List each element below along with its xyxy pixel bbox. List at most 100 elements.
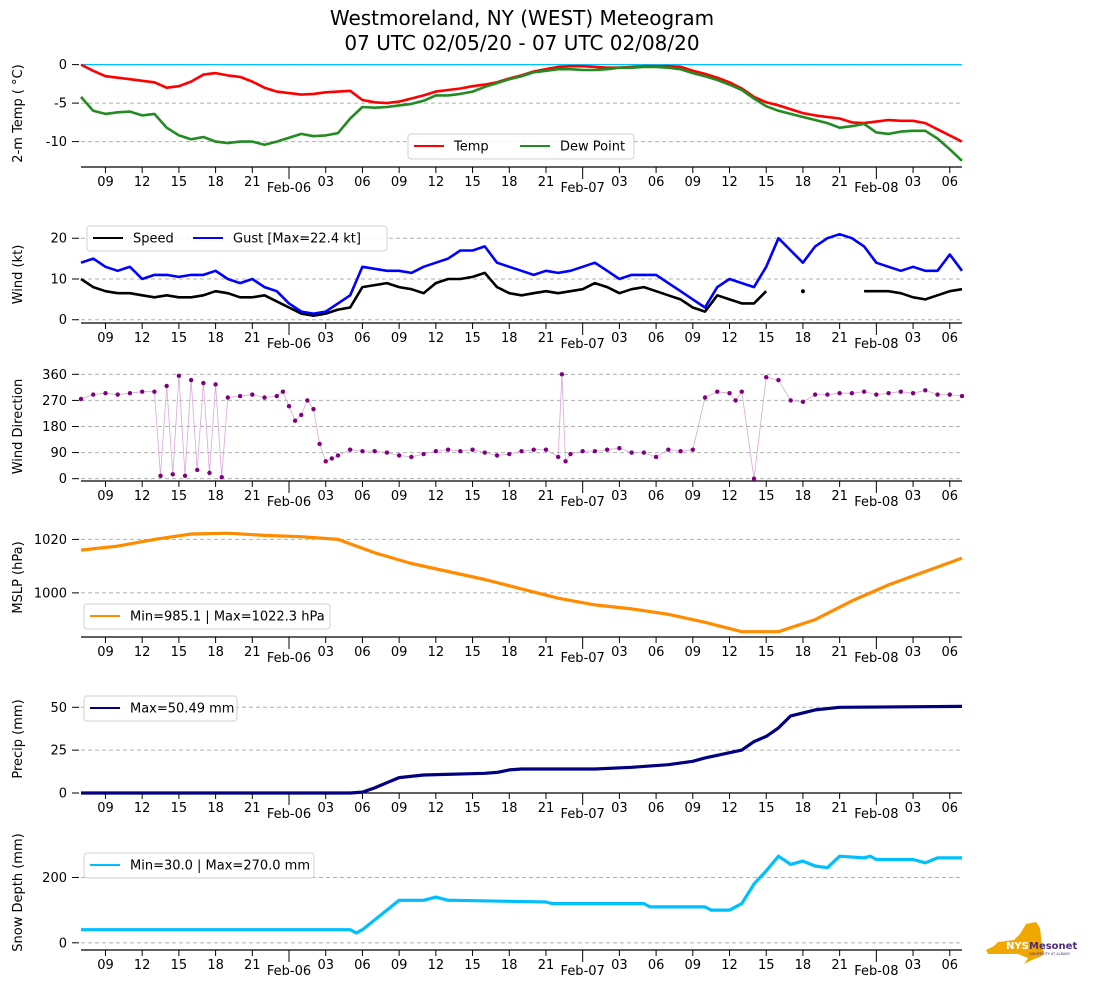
x-tick-label-temp: 21 xyxy=(831,175,848,190)
data-point-wind_direction xyxy=(458,448,463,454)
x-tick-label-wind_direction: 15 xyxy=(758,489,775,504)
x-tick-label-temp: 03 xyxy=(317,175,334,190)
y-tick-label-precip: 50 xyxy=(50,701,67,716)
y-axis-label-temp: 2-m Temp ( °C) xyxy=(11,64,26,162)
x-tick-label-snow_depth: 09 xyxy=(685,958,702,973)
x-tick-label-snow_depth: 12 xyxy=(134,958,151,973)
x-tick-label-wind_direction: 12 xyxy=(134,489,151,504)
x-tick-label-wind_direction: 06 xyxy=(941,489,958,504)
data-point-wind_direction xyxy=(372,448,377,454)
data-point-wind_direction xyxy=(812,392,818,397)
series-line-temp-1 xyxy=(80,65,963,162)
x-tick-label-temp: 12 xyxy=(134,175,151,190)
data-point-wind_direction xyxy=(482,450,487,455)
series-line-wind-0 xyxy=(80,271,963,317)
x-tick-label-snow_depth: 06 xyxy=(648,958,665,973)
data-point-wind_direction xyxy=(396,453,402,458)
logo-nys-text: NYS xyxy=(1006,941,1029,952)
x-tick-label-precip: 06 xyxy=(354,801,371,816)
x-tick-label-precip: 21 xyxy=(538,801,555,816)
x-tick-label-snow_depth: 03 xyxy=(317,958,334,973)
data-point-wind_direction xyxy=(433,448,439,454)
new-york-state-icon: NYS Mesonet UNIVERSITY AT ALBANY xyxy=(986,922,1077,964)
series-line-snow_depth xyxy=(81,854,962,935)
data-point-wind_direction xyxy=(152,389,157,394)
x-tick-label-snow_depth: 03 xyxy=(611,958,628,973)
y-tick-label-wind_direction: 90 xyxy=(50,446,67,461)
x-tick-label-wind: Feb-06 xyxy=(267,337,311,352)
data-point-wind_direction xyxy=(531,447,536,452)
x-tick-label-temp: 15 xyxy=(464,175,481,190)
data-point-wind_direction xyxy=(311,406,316,412)
x-tick-label-precip: 18 xyxy=(207,801,224,816)
x-tick-label-wind: 12 xyxy=(721,331,738,346)
legend-box-wind xyxy=(86,225,388,252)
x-tick-label-snow_depth: 03 xyxy=(905,958,922,973)
data-point-wind xyxy=(800,289,805,294)
series-line-mslp xyxy=(80,531,963,634)
data-point-wind_direction xyxy=(653,454,659,460)
data-point-wind_direction xyxy=(305,398,310,403)
x-tick-label-mslp: 06 xyxy=(354,645,371,660)
x-tick-label-precip: 12 xyxy=(134,801,151,816)
x-tick-label-snow_depth: 09 xyxy=(391,958,408,973)
x-tick-label-snow_depth: Feb-07 xyxy=(561,964,605,979)
data-point-wind_direction xyxy=(563,459,568,464)
data-point-wind_direction xyxy=(739,389,744,394)
y-tick-label-mslp: 1000 xyxy=(34,586,67,601)
x-tick-label-temp: 18 xyxy=(795,175,812,190)
data-point-wind_direction xyxy=(347,447,353,452)
x-tick-label-precip: 03 xyxy=(905,801,922,816)
x-tick-label-wind: 18 xyxy=(795,331,812,346)
x-tick-label-precip: 03 xyxy=(317,801,334,816)
x-tick-label-snow_depth: 15 xyxy=(171,958,188,973)
data-point-wind_direction xyxy=(543,447,549,452)
x-tick-label-precip: 18 xyxy=(795,801,812,816)
x-tick-label-wind_direction: Feb-06 xyxy=(267,495,311,510)
x-tick-label-temp: 09 xyxy=(685,175,702,190)
x-tick-label-mslp: 12 xyxy=(134,645,151,660)
data-point-wind_direction xyxy=(182,473,188,478)
data-point-wind_direction xyxy=(292,418,298,423)
data-point-wind_direction xyxy=(507,451,512,457)
x-tick-label-temp: 03 xyxy=(611,175,628,190)
data-point-wind_direction xyxy=(103,390,108,396)
data-point-wind_direction xyxy=(78,396,84,402)
y-tick-label-wind: 20 xyxy=(50,232,67,247)
data-point-wind_direction xyxy=(115,392,120,397)
data-point-wind_direction xyxy=(641,450,647,455)
x-tick-label-wind_direction: 21 xyxy=(831,489,848,504)
data-point-wind_direction xyxy=(207,470,212,476)
data-point-wind_direction xyxy=(898,389,904,394)
data-point-wind_direction xyxy=(568,451,573,457)
x-tick-label-precip: Feb-07 xyxy=(561,807,605,822)
data-point-wind_direction xyxy=(127,390,133,396)
chart-title: Westmoreland, NY (WEST) Meteogram 07 UTC… xyxy=(0,6,1044,56)
data-point-wind_direction xyxy=(188,377,194,383)
x-tick-label-mslp: 09 xyxy=(685,645,702,660)
x-tick-label-snow_depth: 21 xyxy=(831,958,848,973)
data-point-wind_direction xyxy=(158,473,163,478)
x-tick-label-mslp: 15 xyxy=(171,645,188,660)
x-tick-label-mslp: 21 xyxy=(538,645,555,660)
x-tick-label-wind: 12 xyxy=(134,331,151,346)
data-point-wind_direction xyxy=(225,395,231,400)
legend-label-dew-point: Dew Point xyxy=(560,140,625,155)
x-tick-label-mslp: 21 xyxy=(244,645,261,660)
x-tick-label-precip: 15 xyxy=(171,801,188,816)
data-point-wind_direction xyxy=(825,392,830,397)
x-tick-label-wind: 09 xyxy=(391,331,408,346)
y-tick-label-wind: 0 xyxy=(59,313,67,328)
x-tick-label-snow_depth: 09 xyxy=(97,958,114,973)
x-tick-label-wind_direction: 21 xyxy=(244,489,261,504)
legend-label-gust: Gust [Max=22.4 kt] xyxy=(233,232,361,247)
nys-mesonet-logo: NYS Mesonet UNIVERSITY AT ALBANY xyxy=(984,920,1084,968)
x-tick-label-snow_depth: 06 xyxy=(354,958,371,973)
data-point-wind_direction xyxy=(800,399,806,405)
y-tick-label-temp: -10 xyxy=(46,135,67,150)
x-tick-label-wind_direction: 15 xyxy=(464,489,481,504)
data-point-wind_direction xyxy=(715,389,720,394)
data-point-wind_direction xyxy=(494,453,500,458)
x-tick-label-mslp: 12 xyxy=(721,645,738,660)
x-tick-label-wind: 06 xyxy=(941,331,958,346)
